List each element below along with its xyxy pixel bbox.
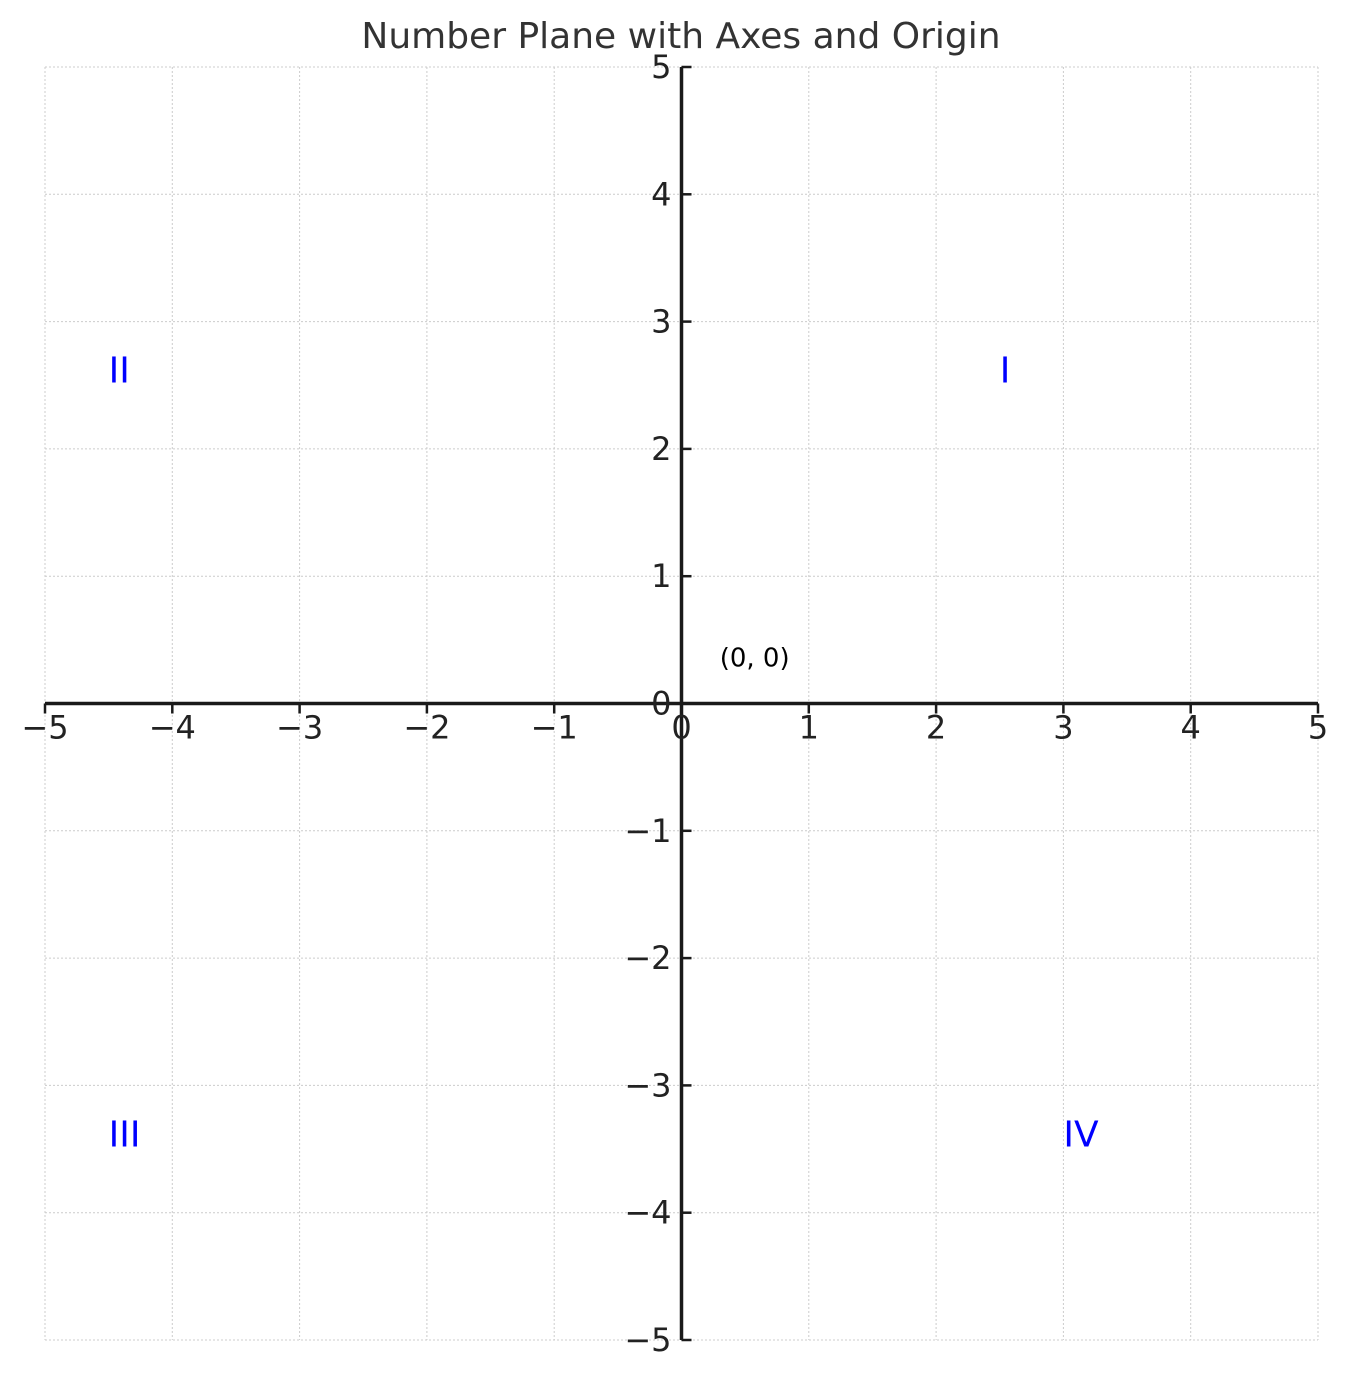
x-tick-label: 4 — [1181, 709, 1201, 747]
x-tick-label: −5 — [21, 709, 68, 747]
y-tick-label: −2 — [624, 939, 671, 977]
annotation: (0, 0) — [720, 643, 790, 673]
x-tick-label: 2 — [926, 709, 946, 747]
annotation: II — [109, 351, 130, 392]
y-tick-label: 5 — [651, 48, 671, 86]
x-tick-label: −4 — [149, 709, 196, 747]
x-tick-label: −3 — [276, 709, 323, 747]
annotation: I — [1000, 351, 1011, 392]
chart-title: Number Plane with Axes and Origin — [361, 16, 1000, 57]
x-tick-label: 1 — [799, 709, 819, 747]
y-tick-label: −3 — [624, 1066, 671, 1104]
y-tick-label: 3 — [651, 303, 671, 341]
annotation: III — [109, 1114, 141, 1155]
y-tick-label: 0 — [651, 685, 671, 723]
x-tick-label: 3 — [1053, 709, 1073, 747]
y-tick-label: 4 — [651, 175, 671, 213]
y-tick-label: −4 — [624, 1194, 671, 1232]
x-tick-label: −2 — [403, 709, 450, 747]
y-tick-label: 1 — [651, 557, 671, 595]
x-tick-label: 0 — [671, 709, 691, 747]
y-tick-label: −1 — [624, 812, 671, 850]
y-tick-label: 2 — [651, 430, 671, 468]
x-tick-label: −1 — [531, 709, 578, 747]
y-tick-label: −5 — [624, 1321, 671, 1359]
x-tick-label: 5 — [1308, 709, 1328, 747]
annotation: IV — [1063, 1114, 1099, 1155]
